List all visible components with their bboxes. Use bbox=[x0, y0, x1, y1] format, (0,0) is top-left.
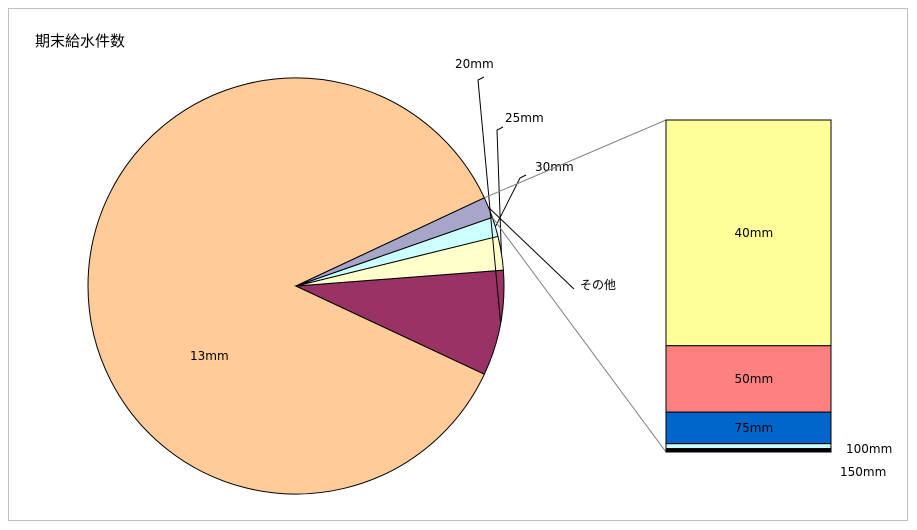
leader-line-25mm bbox=[496, 126, 504, 254]
bar-segment-40mm bbox=[665, 119, 832, 347]
bar-segment-150mm bbox=[665, 448, 832, 453]
pie-slice-other bbox=[295, 197, 493, 287]
pie-slice-13mm bbox=[87, 77, 486, 495]
slice-label-13mm: 13mm bbox=[190, 349, 229, 363]
slice-label-other: その他 bbox=[580, 278, 616, 292]
bar-segment-75mm bbox=[665, 411, 832, 445]
slice-label-20mm: 20mm bbox=[455, 57, 494, 71]
connector-top bbox=[484, 119, 667, 199]
slice-label-25mm: 25mm bbox=[505, 111, 544, 125]
connector-bottom bbox=[491, 217, 667, 453]
leader-line-30mm bbox=[494, 174, 527, 228]
segment-label-100mm: 100mm bbox=[846, 442, 892, 456]
segment-label-150mm: 150mm bbox=[840, 465, 886, 479]
segment-label-75mm: 75mm bbox=[735, 421, 774, 435]
leader-line-20mm bbox=[477, 76, 502, 324]
bar-segment-100mm bbox=[665, 443, 832, 450]
bar-segment-50mm bbox=[665, 345, 832, 413]
segment-label-40mm: 40mm bbox=[735, 226, 774, 240]
segment-label-50mm: 50mm bbox=[735, 372, 774, 386]
leader-line-other bbox=[488, 207, 575, 290]
chart-title: 期末給水件数 bbox=[35, 32, 126, 50]
